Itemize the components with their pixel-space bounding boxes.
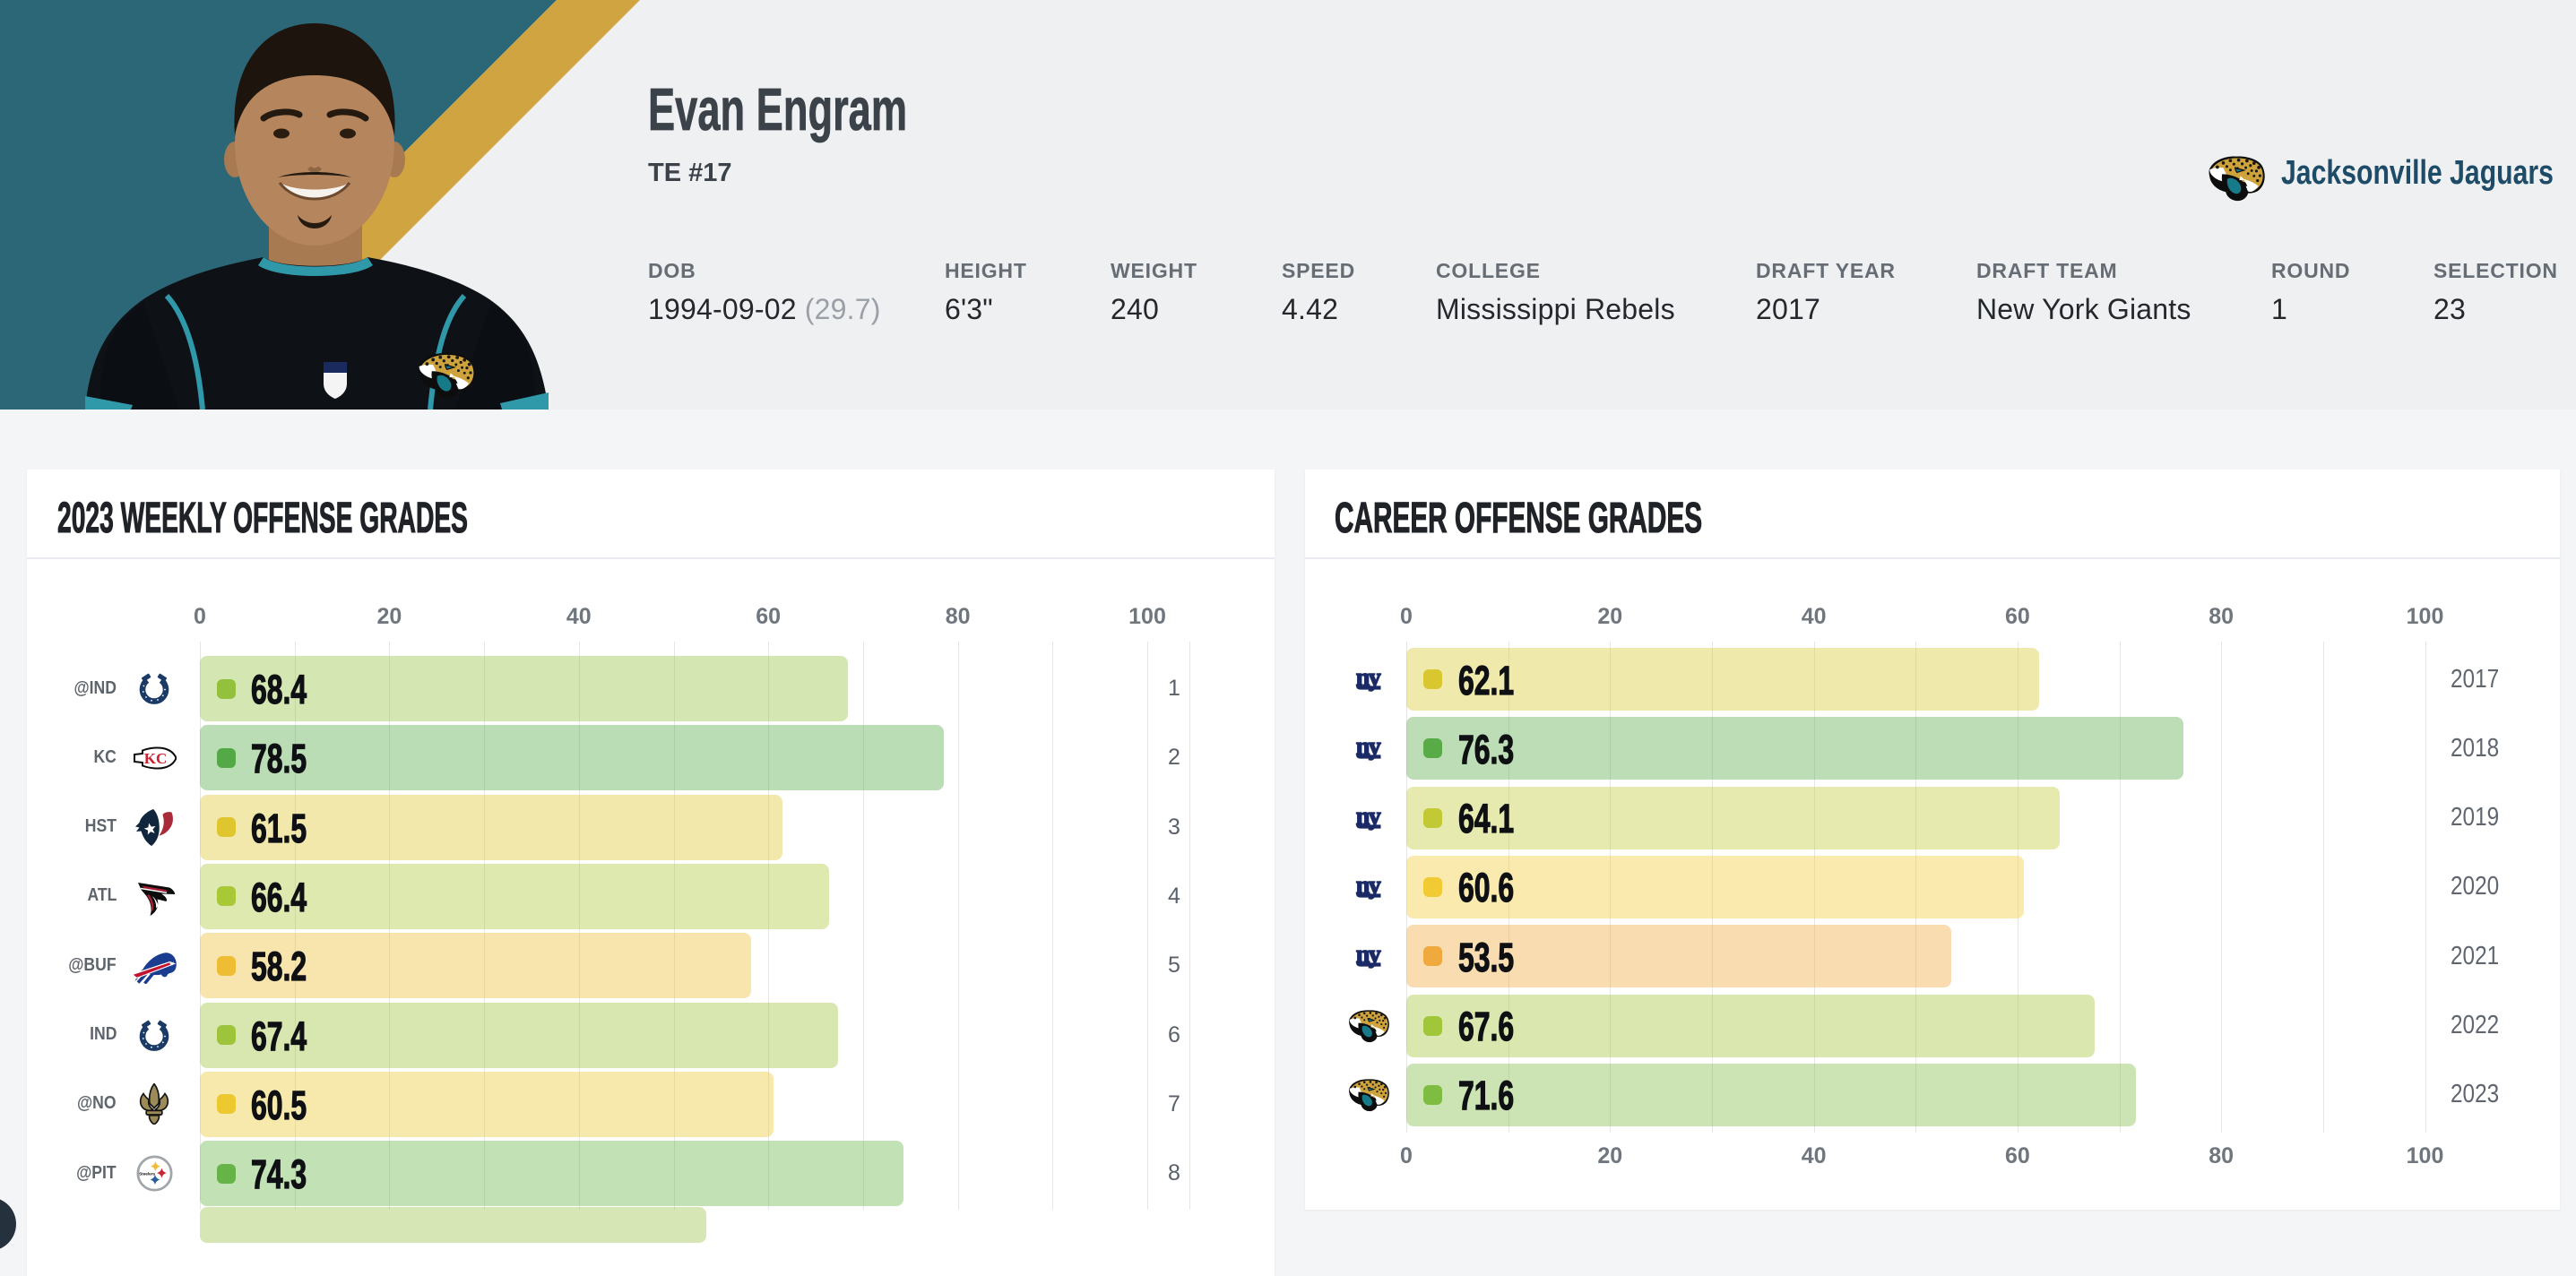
svg-text:Steelers: Steelers xyxy=(139,1172,155,1177)
svg-text:KC: KC xyxy=(144,750,168,767)
